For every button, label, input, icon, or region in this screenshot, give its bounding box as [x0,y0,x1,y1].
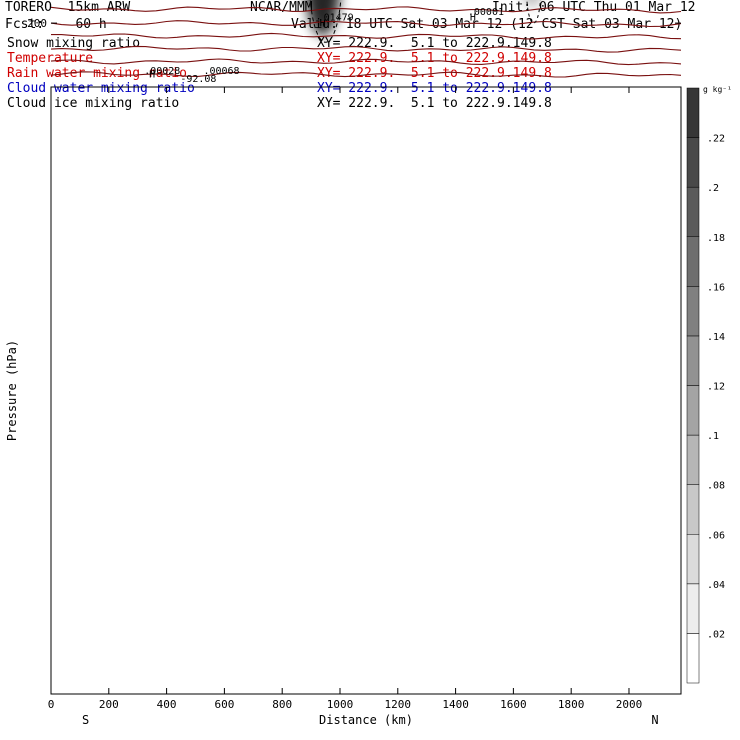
annotation-label-1: .00028 [144,66,180,77]
legend-temperature: Temperature [7,51,94,66]
annotation-label-2: -92.08 [180,74,216,85]
colorbar-box-6 [686,335,700,386]
x-tick-label-7: 1400 [442,698,469,711]
colorbar-box-8 [686,236,700,287]
colorbar-tick-label-3: .08 [707,481,725,492]
isotherm-unlabeled-11 [51,32,682,40]
annotation-label-8: .00001 [468,7,504,18]
isotherm-unlabeled-10 [50,45,682,53]
x-tick-label-6: 1200 [385,698,412,711]
y-tick-label-0: 200 [27,17,47,30]
colorbar-tick-label-4: .1 [707,431,719,442]
x-tick-label-1: 200 [99,698,119,711]
isotherm-unlabeled-8 [50,71,682,78]
isotherm-unlabeled-12 [50,6,682,14]
x-axis-label: Distance (km) [319,713,413,727]
x-tick-label-3: 600 [214,698,234,711]
colorbar-tick-label-6: .14 [707,332,725,343]
endpoint-left: S [82,713,89,727]
legend-cloud-water: Cloud water mixing ratio [7,81,195,96]
colorbar-box-0 [686,633,700,684]
colorbar-box-7 [686,286,700,337]
annotation-label-5: .01479 [318,13,354,24]
init-time: Init: 06 UTC Thu 01 Mar 12 [492,0,696,15]
colorbar-box-3 [686,484,700,535]
legend-snow: Snow mixing ratio [7,36,141,51]
model-title: TORERO 15km ARW [5,0,131,15]
legend-xy-cloud-water: XY= 222.9. 5.1 to 222.9.149.8 [317,81,552,96]
colorbar-tick-label-8: .18 [707,233,725,244]
endpoint-right: N [651,713,658,727]
y-axis-label: Pressure (hPa) [5,340,19,441]
isotherm--30-0 [50,20,682,28]
axes-frame [50,86,682,695]
annotation-label-0: H [149,69,155,80]
legend-xy-cloud-ice: XY= 222.9. 5.1 to 222.9.149.8 [317,96,552,111]
colorbar-box-4 [686,434,700,485]
snow-contour-upper [309,0,342,43]
x-tick-label-9: 1800 [558,698,585,711]
x-tick-label-2: 400 [157,698,177,711]
x-tick-label-0: 0 [48,698,55,711]
annotation-label-4: H [320,18,326,29]
snow-shading-2 [523,0,541,8]
legend-cloud-ice: Cloud ice mixing ratio [7,96,180,111]
colorbar-tick-label-9: .2 [707,183,719,194]
x-tick-label-4: 800 [272,698,292,711]
x-tick-label-5: 1000 [327,698,354,711]
x-tick-label-8: 1600 [500,698,527,711]
colorbar-tick-label-0: .02 [707,629,725,640]
colorbar-tick-label-1: .04 [707,580,725,591]
colorbar-box-10 [686,137,700,188]
colorbar-box-1 [686,583,700,634]
colorbar-tick-label-7: .16 [707,282,725,293]
colorbar-box-11 [686,87,700,138]
colorbar-box-9 [686,186,700,238]
annotation-label-7: H [470,13,476,24]
legend-xy-rain: XY= 222.9. 5.1 to 222.9.149.8 [317,66,552,81]
annotation-label-3: .00068 [203,66,239,77]
colorbar-box-2 [686,534,700,585]
isotherm-unlabeled-9 [50,58,682,66]
colorbar-unit: g kg⁻¹ [703,85,732,94]
x-tick-label-10: 2000 [616,698,643,711]
colorbar-tick-label-2: .06 [707,530,725,541]
colorbar-tick-label-5: .12 [707,382,725,393]
colorbar-tick-label-10: .22 [707,134,725,145]
colorbar-box-5 [686,385,700,436]
